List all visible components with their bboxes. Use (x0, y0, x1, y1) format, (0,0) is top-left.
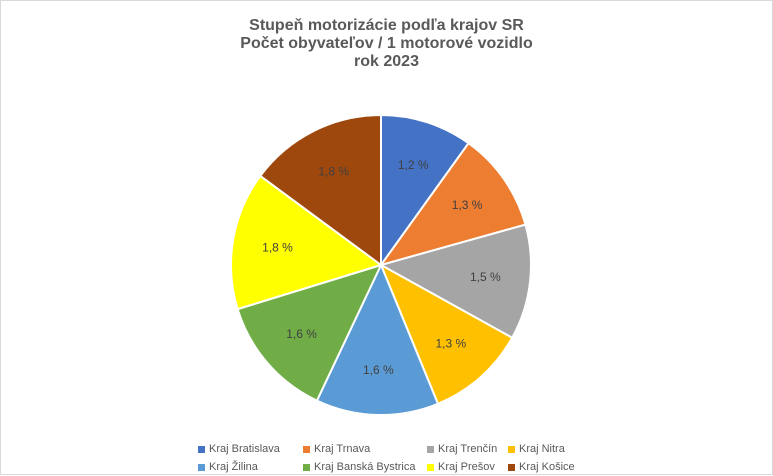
legend-label: Kraj Žilina (209, 461, 258, 473)
legend-item-banska-bystrica: Kraj Banská Bystrica (303, 461, 427, 473)
legend-label: Kraj Trenčín (438, 443, 498, 455)
legend-row-1: Kraj Bratislava Kraj Trnava Kraj Trenčín… (198, 440, 618, 458)
data-label-0: 1,2 % (398, 158, 429, 172)
legend-label: Kraj Nitra (519, 443, 565, 455)
legend-swatch (198, 463, 205, 471)
pie-slice-0 (380, 113, 470, 269)
legend: Kraj Bratislava Kraj Trnava Kraj Trenčín… (198, 440, 618, 476)
pie-slice-6 (230, 174, 384, 311)
chart-title-line-1: Stupeň motorizácie podľa krajov SR (249, 17, 524, 34)
pie-slice-3 (378, 262, 514, 406)
legend-swatch (427, 445, 434, 453)
chart-title-line-3: rok 2023 (354, 53, 419, 70)
legend-row-2: Kraj Žilina Kraj Banská Bystrica Kraj Pr… (198, 458, 618, 476)
data-label-4: 1,6 % (363, 363, 394, 377)
legend-item-kosice: Kraj Košice (508, 461, 575, 473)
data-label-7: 1,8 % (318, 164, 349, 178)
data-label-6: 1,8 % (262, 240, 293, 254)
pie-slice-7 (258, 113, 382, 267)
legend-swatch (508, 445, 515, 453)
chart-title-line-2: Počet obyvateľov / 1 motorové vozidlo (240, 35, 533, 52)
legend-label: Kraj Banská Bystrica (314, 461, 416, 473)
legend-swatch (303, 463, 310, 471)
legend-label: Kraj Košice (519, 461, 575, 473)
legend-swatch (508, 463, 515, 471)
data-label-5: 1,6 % (286, 327, 317, 341)
pie-slice-2 (378, 223, 532, 340)
data-label-3: 1,3 % (435, 337, 466, 351)
legend-label: Kraj Bratislava (209, 443, 280, 455)
data-label-1: 1,3 % (452, 198, 483, 212)
legend-item-presov: Kraj Prešov (427, 461, 508, 473)
pie-slice-4 (315, 262, 440, 416)
legend-item-zilina: Kraj Žilina (198, 461, 303, 473)
legend-label: Kraj Prešov (438, 461, 495, 473)
data-label-2: 1,5 % (470, 270, 501, 284)
legend-item-trencin: Kraj Trenčín (427, 443, 508, 455)
legend-swatch (198, 445, 205, 453)
legend-swatch (427, 463, 434, 471)
legend-label: Kraj Trnava (314, 443, 371, 455)
legend-item-bratislava: Kraj Bratislava (198, 443, 303, 455)
legend-item-trnava: Kraj Trnava (303, 443, 427, 455)
chart-title: Stupeň motorizácie podľa krajov SR Počet… (1, 17, 772, 71)
legend-item-nitra: Kraj Nitra (508, 443, 565, 455)
legend-swatch (303, 445, 310, 453)
